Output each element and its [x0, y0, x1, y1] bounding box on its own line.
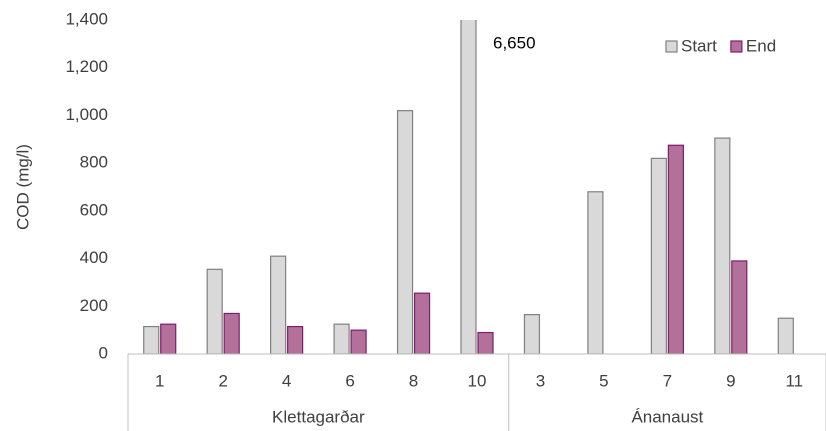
x-tick-label: 7: [663, 371, 672, 390]
legend-label: Start: [681, 36, 717, 55]
legend-swatch: [665, 40, 678, 53]
legend-swatch: [730, 40, 743, 53]
x-tick-label: 2: [218, 371, 227, 390]
x-tick-label: 1: [155, 371, 164, 390]
y-axis-label: COD (mg/l): [13, 144, 32, 230]
x-tick-label: 8: [409, 371, 418, 390]
bar: [333, 323, 350, 354]
y-tick-label: 800: [80, 153, 108, 172]
y-tick-label: 1,400: [65, 9, 108, 28]
y-tick-label: 200: [80, 296, 108, 315]
legend-label: End: [746, 36, 776, 55]
x-tick-label: 11: [785, 371, 803, 390]
bar: [413, 292, 431, 354]
data-label: 6,650: [493, 33, 536, 52]
bar: [143, 325, 160, 354]
bar: [714, 137, 731, 354]
bar: [350, 329, 367, 354]
x-tick-label: 9: [726, 371, 735, 390]
bar: [587, 191, 604, 354]
bar: [650, 157, 667, 354]
bar: [731, 260, 748, 354]
plot-area: [143, 20, 794, 354]
bar: [667, 144, 684, 354]
bar: [460, 20, 477, 354]
bar: [777, 317, 794, 354]
bar: [270, 255, 287, 354]
bar: [206, 268, 223, 354]
bar: [223, 312, 240, 354]
group-label: Ánanaust: [631, 407, 703, 426]
y-tick-label: 1,000: [65, 105, 108, 124]
bar: [523, 314, 541, 354]
x-tick-label: 3: [536, 371, 545, 390]
bar: [477, 331, 494, 354]
bar: [160, 323, 177, 354]
y-tick-label: 400: [80, 248, 108, 267]
x-tick-label: 6: [345, 371, 354, 390]
y-tick-label: 0: [99, 343, 108, 362]
x-tick-label: 10: [468, 371, 487, 390]
bar: [287, 325, 304, 354]
x-tick-label: 4: [282, 371, 291, 390]
x-tick-label: 5: [599, 371, 608, 390]
bar: [396, 110, 414, 354]
y-tick-label: 1,200: [65, 57, 108, 76]
y-tick-label: 600: [80, 200, 108, 219]
group-label: Klettagarðar: [272, 407, 365, 426]
